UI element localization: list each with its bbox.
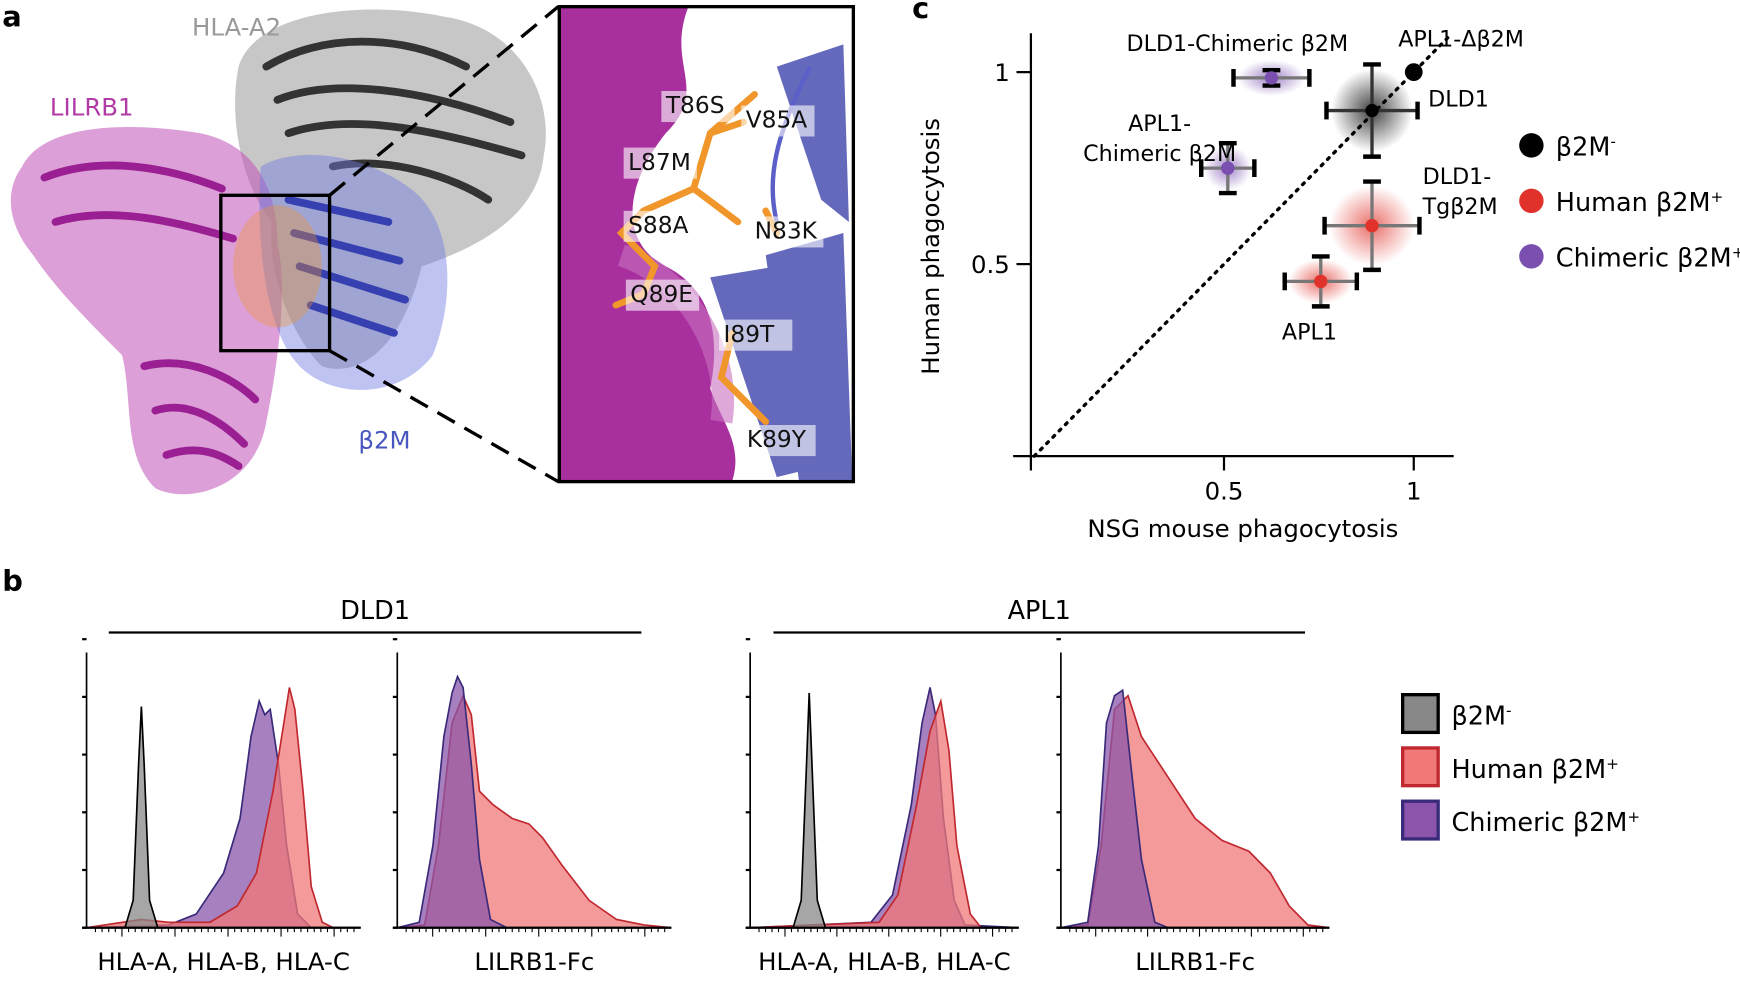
mutation-label-bg (625, 279, 700, 311)
point-label: Chimeric β2M (1083, 141, 1236, 167)
mutation-label: Q89E (630, 281, 693, 308)
lilrb1-ribbon (40, 161, 260, 470)
point-label: APL1-Δβ2M (1398, 27, 1524, 53)
b2m-surface (259, 154, 448, 390)
legend-label: Human β2M+ (1556, 188, 1724, 218)
y-tick-label: 1 (994, 58, 1010, 87)
y-tick-label: 0.5 (971, 250, 1010, 279)
protein-structure (10, 9, 546, 495)
mutation-label-bg (661, 90, 735, 123)
point-label: Tgβ2M (1422, 194, 1498, 220)
data-point (1365, 103, 1379, 118)
data-point (1404, 63, 1423, 82)
x-axis-label: LILRB1-Fc (474, 947, 594, 976)
histogram-curve (750, 697, 1019, 929)
x-tick-label: 1 (1406, 476, 1422, 505)
inset-frame (557, 4, 856, 484)
histogram-panel: LILRB1-Fc (392, 638, 672, 976)
mutation-label: V85A (746, 107, 808, 134)
mutation-label: N83K (755, 218, 818, 245)
histogram-panel: HLA-A, HLA-B, HLA-C (745, 638, 1019, 976)
legend-swatch (1400, 693, 1440, 735)
legend-label: Human β2M+ (1451, 755, 1619, 785)
point-label: DLD1- (1423, 164, 1492, 190)
legend-marker (1519, 188, 1544, 214)
interface-highlight (233, 205, 322, 328)
point-label: APL1 (1282, 320, 1337, 346)
histogram-panel: LILRB1-Fc (1056, 638, 1330, 976)
point-label: DLD1 (1428, 87, 1489, 113)
group-title: DLD1 (340, 596, 410, 626)
legend-swatch (1400, 746, 1440, 788)
legend-label: Chimeric β2M+ (1451, 808, 1640, 838)
legend-label: Chimeric β2M+ (1556, 243, 1740, 273)
histogram-curve (86, 687, 361, 929)
mutation-label-bg (623, 210, 697, 242)
legend-swatch (1400, 799, 1440, 841)
histogram-curve (750, 687, 1019, 929)
hla-surface (235, 9, 546, 369)
y-axis-label: Human phagocytosis (916, 118, 945, 375)
label-hla-a2: HLA-A2 (192, 13, 281, 42)
x-axis-label: LILRB1-Fc (1135, 947, 1255, 976)
panel-label-c: c (912, 0, 929, 25)
lilrb1-surface-inset (560, 7, 736, 481)
histogram-panel: HLA-A, HLA-B, HLA-C (82, 638, 361, 976)
label-lilrb1: LILRB1 (50, 92, 134, 121)
mutation-label-bg (623, 147, 697, 179)
b2m-strands-inset (710, 44, 853, 481)
data-point (1264, 71, 1279, 85)
mutation-label-bg (750, 216, 824, 248)
legend-label: β2M- (1451, 702, 1511, 732)
scatter-plot: 0.5 0.5 1 1 NSG mouse phagocytosis Human phag… (916, 27, 1740, 543)
x-axis-label: NSG mouse phagocytosis (1087, 514, 1398, 543)
b2m-ribbon (284, 195, 409, 337)
x-tick-label: 0.5 (1205, 476, 1244, 505)
identity-diagonal (1032, 32, 1454, 458)
data-point (1221, 161, 1235, 175)
mutation-label-bg (742, 425, 816, 457)
mutation-label-bg (719, 319, 793, 351)
label-b2m: β2M (358, 425, 410, 454)
hla-ribbon (262, 37, 526, 204)
mutation-label: K89Y (747, 426, 807, 453)
mutation-labels: T86S V85A L87M S88A N83K Q89E I89T K89Y (623, 90, 824, 457)
panel-label-b: b (2, 563, 23, 597)
histogram-curve (750, 692, 1019, 929)
histogram-curve (86, 698, 361, 929)
panel-label-a: a (2, 0, 21, 34)
data-point (1365, 219, 1379, 233)
legend-label: β2M- (1556, 132, 1616, 162)
x-axis-label: HLA-A, HLA-B, HLA-C (758, 947, 1011, 976)
mutation-label: L87M (628, 149, 691, 176)
legend-marker (1519, 133, 1544, 158)
legend-marker (1519, 244, 1544, 269)
mutation-label: S88A (628, 212, 688, 239)
point-label: DLD1-Chimeric β2M (1127, 31, 1349, 57)
mutation-label-bg (741, 105, 815, 137)
group-title: APL1 (1008, 596, 1071, 626)
zoom-line-bottom (328, 349, 560, 484)
mutation-label: T86S (665, 92, 725, 119)
mutation-label: I89T (724, 321, 776, 348)
zoom-box (219, 193, 332, 353)
data-point (1314, 274, 1328, 289)
point-label: APL1- (1128, 111, 1191, 137)
zoom-line-top (328, 5, 560, 197)
x-axis-label: HLA-A, HLA-B, HLA-C (97, 947, 350, 976)
histogram-panels: DLD1 APL1 HLA-A, HLA-B, HLA-C LILRB1-Fc HLA-… (82, 596, 1640, 976)
